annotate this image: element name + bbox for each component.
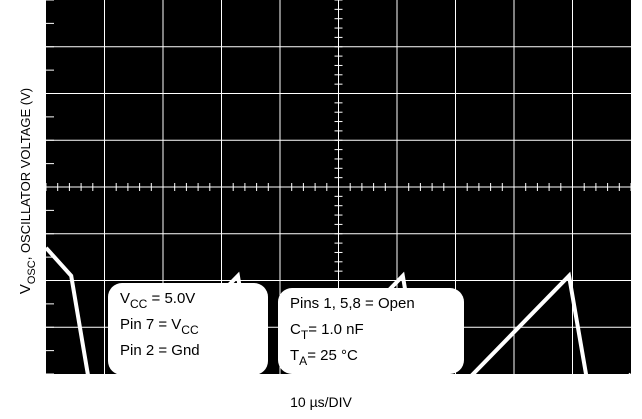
- condition-box-background: [108, 283, 268, 375]
- condition-text: Pin 7 = VCC: [120, 316, 199, 337]
- conditions-box-right: Pins 1, 5,8 = Open CT= 1.0 nF TA= 25 °C: [278, 288, 464, 374]
- condition-text: VCC = 5.0V: [120, 290, 195, 311]
- conditions-box-left: VCC = 5.0V Pin 7 = VCC Pin 2 = Gnd: [108, 283, 268, 375]
- condition-box-background: [278, 288, 464, 374]
- condition-text: Pin 2 = Gnd: [120, 342, 200, 359]
- condition-text: Pins 1, 5,8 = Open: [290, 295, 415, 312]
- x-axis-label: 10 µs/DIV: [290, 394, 352, 410]
- condition-text: TA= 25 °C: [290, 347, 358, 368]
- y-axis-label: VOSC, OSCILLATOR VOLTAGE (V): [17, 88, 38, 294]
- condition-text: CT= 1.0 nF: [290, 321, 364, 342]
